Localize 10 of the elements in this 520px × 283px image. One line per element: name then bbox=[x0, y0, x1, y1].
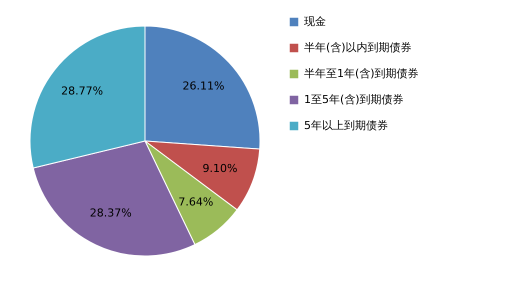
legend-label: 5年以上到期债券 bbox=[304, 119, 388, 132]
data-label: 9.10% bbox=[202, 162, 238, 175]
data-label: 28.37% bbox=[90, 206, 132, 220]
data-label: 28.77% bbox=[61, 84, 104, 98]
legend-label: 半年(含)以内到期债券 bbox=[304, 41, 412, 54]
legend-label: 半年至1年(含)到期债券 bbox=[304, 67, 419, 80]
legend-label: 1至5年(含)到期债券 bbox=[304, 93, 404, 106]
data-label: 7.64% bbox=[178, 196, 214, 209]
legend-label: 现金 bbox=[304, 15, 326, 28]
data-label: 26.11% bbox=[182, 79, 224, 92]
